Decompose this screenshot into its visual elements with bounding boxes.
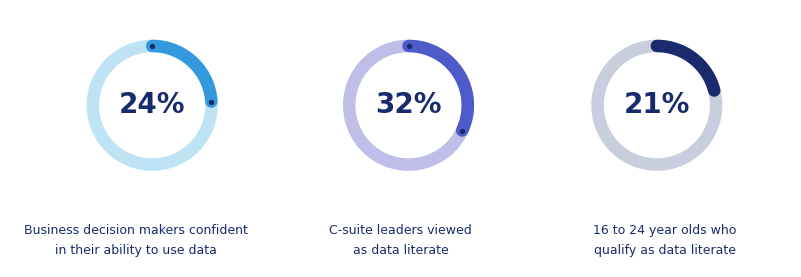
Text: C-suite leaders viewed
as data literate: C-suite leaders viewed as data literate [329, 224, 472, 258]
Text: 32%: 32% [375, 91, 442, 119]
Text: 24%: 24% [119, 91, 186, 119]
Text: 21%: 21% [624, 91, 690, 119]
Text: 16 to 24 year olds who
qualify as data literate: 16 to 24 year olds who qualify as data l… [594, 224, 736, 258]
Text: Business decision makers confident
in their ability to use data: Business decision makers confident in th… [24, 224, 248, 258]
